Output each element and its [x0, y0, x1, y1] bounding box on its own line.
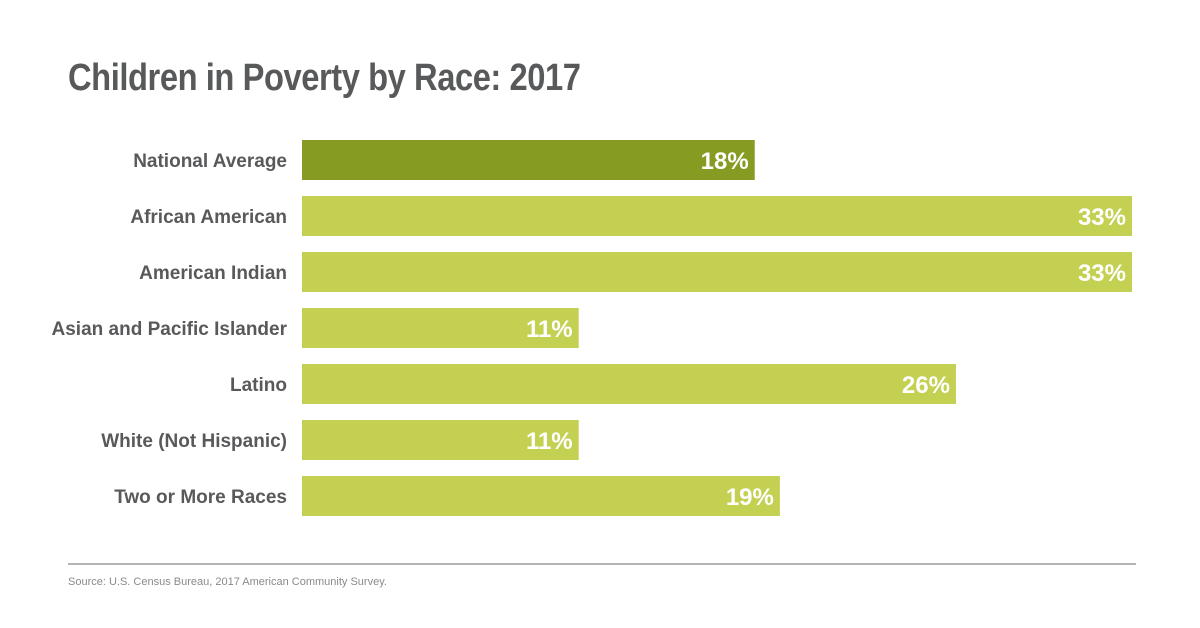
bar	[302, 364, 956, 404]
category-label: White (Not Hispanic)	[101, 431, 287, 452]
bar-row: Two or More Races 19%	[114, 476, 780, 516]
bar-row: National Average 18%	[133, 140, 755, 180]
value-label: 33%	[1078, 260, 1126, 287]
bar	[302, 252, 1132, 292]
value-label: 18%	[701, 148, 749, 175]
bar-row: Asian and Pacific Islander 11%	[52, 308, 579, 348]
value-label: 11%	[526, 428, 573, 455]
bar-row: Latino 26%	[230, 364, 956, 404]
category-label: Asian and Pacific Islander	[52, 319, 288, 340]
value-label: 33%	[1078, 204, 1126, 231]
bar	[302, 308, 579, 348]
value-label: 19%	[726, 484, 774, 511]
value-label: 11%	[526, 316, 573, 343]
category-label: African American	[130, 207, 287, 228]
bar-row: American Indian 33%	[139, 252, 1132, 292]
chart-title: Children in Poverty by Race: 2017	[68, 57, 581, 99]
bar-row: White (Not Hispanic) 11%	[101, 420, 579, 460]
bar	[302, 140, 755, 180]
category-label: Latino	[230, 375, 287, 396]
bar	[302, 420, 579, 460]
bar	[302, 196, 1132, 236]
source-note: Source: U.S. Census Bureau, 2017 America…	[68, 576, 387, 588]
bar-row: African American 33%	[130, 196, 1132, 236]
bar	[302, 476, 780, 516]
category-label: Two or More Races	[114, 487, 287, 508]
category-label: National Average	[133, 151, 287, 172]
category-label: American Indian	[139, 263, 287, 284]
bar-chart: National Average 18%African American 33%Am…	[52, 140, 1132, 516]
divider	[68, 563, 1136, 565]
value-label: 26%	[902, 372, 950, 399]
